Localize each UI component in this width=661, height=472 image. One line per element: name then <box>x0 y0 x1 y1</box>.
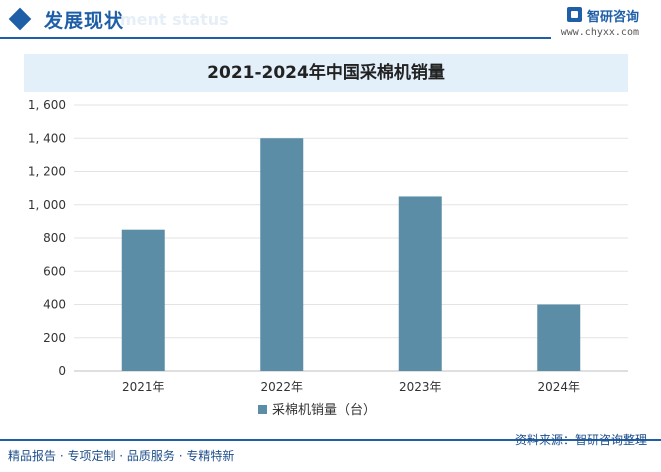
bar <box>537 305 580 372</box>
footer-source: 资料来源：智研咨询整理 <box>515 431 647 448</box>
y-tick-label: 200 <box>43 331 66 345</box>
y-tick-label: 1, 000 <box>28 198 66 212</box>
legend-label: 采棉机销量（台） <box>272 403 376 418</box>
x-tick-label: 2022年 <box>260 380 303 394</box>
y-tick-label: 1, 600 <box>28 98 66 112</box>
y-tick-label: 400 <box>43 298 66 312</box>
y-tick-label: 0 <box>58 364 66 378</box>
bar <box>260 138 303 371</box>
y-tick-label: 600 <box>43 264 66 278</box>
y-tick-label: 1, 200 <box>28 165 66 179</box>
footer-tagline: 精品报告 · 专项定制 · 品质服务 · 专精特新 <box>8 447 234 464</box>
y-tick-label: 1, 400 <box>28 131 66 145</box>
bar <box>122 230 165 371</box>
x-tick-label: 2023年 <box>399 380 442 394</box>
x-tick-label: 2021年 <box>122 380 165 394</box>
bar <box>399 196 442 371</box>
y-tick-label: 800 <box>43 231 66 245</box>
x-tick-label: 2024年 <box>537 380 580 394</box>
legend-swatch <box>258 405 267 414</box>
